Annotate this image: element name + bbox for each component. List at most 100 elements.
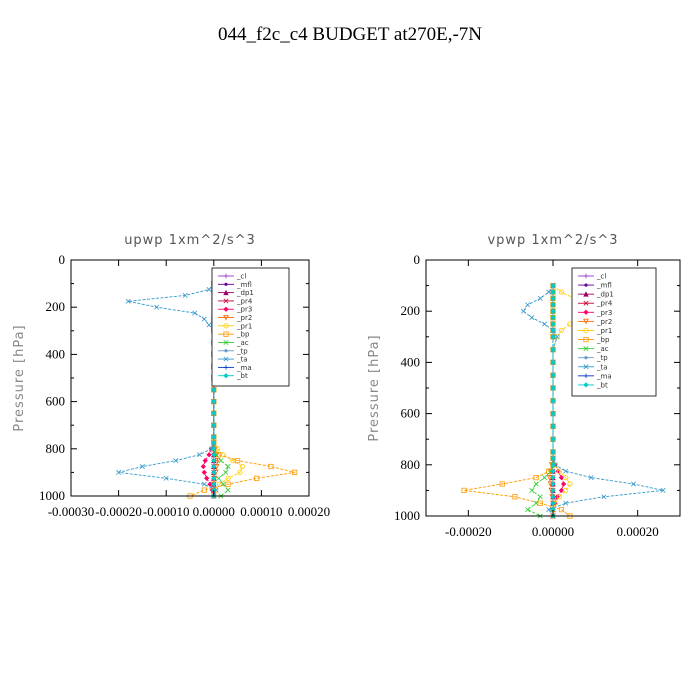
point-ta	[660, 487, 666, 493]
legend-marker	[223, 314, 229, 321]
legend-marker	[583, 336, 589, 343]
legend-marker	[583, 364, 589, 370]
point-bt	[550, 321, 556, 327]
point-ta	[529, 315, 535, 321]
panel-vpwp: vpwp 1xm^2/s^3 Pressure [hPa] 0 200 400 600 80…	[367, 233, 681, 539]
point-pr1	[556, 494, 562, 500]
point-bp	[558, 506, 565, 513]
legend-marker	[224, 349, 228, 353]
legend-marker	[583, 327, 589, 334]
legend-label: _ac	[596, 345, 609, 353]
point-pr1	[567, 321, 573, 327]
legend-label: _pr4	[596, 300, 613, 308]
point-ta	[201, 316, 207, 322]
point-bt	[550, 359, 556, 366]
y-tick-label: 400	[46, 346, 66, 361]
point-ta	[206, 322, 212, 328]
x-tick-label: -0.00020	[445, 524, 492, 539]
point-ac	[525, 507, 531, 513]
point-bt	[550, 385, 556, 391]
legend-marker	[583, 346, 589, 352]
point-ac	[216, 475, 222, 481]
series-line-ac	[213, 283, 229, 497]
legend-label: _bp	[596, 336, 610, 344]
legend-marker	[583, 273, 589, 279]
x-tick-label: -0.00010	[143, 504, 190, 519]
point-bp	[537, 500, 543, 506]
point-bt	[550, 410, 556, 417]
legend-label: _dp1	[596, 291, 614, 299]
point-bt	[550, 282, 556, 289]
point-ta	[197, 452, 203, 458]
point-ac	[223, 469, 229, 475]
point-ta	[206, 287, 212, 292]
point-bt	[550, 346, 556, 353]
legend-label: _tp	[236, 347, 248, 355]
legend-label: _cl	[236, 273, 246, 281]
legend-label: _ma	[236, 364, 252, 372]
point-ta	[546, 507, 552, 513]
y-tick-label: 600	[401, 406, 421, 421]
point-ta	[520, 308, 526, 314]
legend-marker	[583, 318, 589, 325]
point-bt	[550, 436, 556, 442]
point-ta	[116, 469, 122, 475]
point-bt	[211, 410, 217, 417]
point-pr3	[560, 481, 567, 487]
point-bt	[211, 434, 217, 440]
point-bt	[550, 462, 556, 468]
x-tick-label: -0.00020	[95, 504, 142, 519]
legend-label: _pr4	[236, 297, 253, 305]
figure-title: 044_f2c_c4 BUDGET at270E,-7N	[218, 24, 482, 45]
point-bt	[550, 308, 556, 314]
x-tick-label: -0.00030	[48, 504, 95, 519]
point-bp	[461, 487, 467, 494]
point-bt	[211, 440, 217, 446]
point-ac	[533, 500, 539, 506]
legend-label: _pr1	[236, 322, 252, 330]
legend-label: _bp	[236, 331, 250, 339]
legend-marker	[583, 309, 589, 315]
point-ac	[529, 487, 535, 493]
point-bt	[211, 452, 217, 458]
legend-label: _ta	[596, 363, 608, 371]
y-tick-label: 400	[401, 354, 421, 369]
y-tick-label: 600	[46, 394, 66, 409]
point-ta	[546, 289, 552, 295]
point-bt	[550, 468, 556, 474]
point-bt	[550, 494, 556, 500]
point-ta	[588, 475, 594, 481]
point-bt	[550, 289, 556, 295]
x-tick-label: 0.00000	[193, 504, 235, 519]
legend-label: _bt	[596, 381, 608, 389]
point-bt	[550, 372, 556, 378]
legend-marker	[223, 306, 229, 312]
point-bt	[211, 457, 217, 464]
legend-label: _pr3	[236, 306, 252, 314]
point-ta	[201, 481, 207, 487]
point-pr1	[239, 463, 245, 470]
point-bt	[550, 423, 556, 430]
legend-marker	[223, 323, 229, 329]
point-pr3	[204, 475, 210, 481]
point-bt	[550, 314, 556, 321]
y-tick-label: 800	[46, 441, 66, 456]
legend-label: _cl	[596, 273, 606, 281]
point-bt	[550, 487, 556, 494]
x-tick-label: 0.00000	[532, 524, 574, 539]
point-bt	[550, 295, 556, 302]
y-tick-label: 1000	[394, 508, 420, 523]
point-bp	[225, 481, 231, 487]
point-bt	[550, 500, 556, 506]
point-bt	[211, 387, 217, 393]
point-ac	[542, 475, 548, 481]
legend-label: _mfl	[236, 281, 252, 289]
series-group	[461, 282, 666, 520]
panel-title: upwp 1xm^2/s^3	[124, 233, 256, 248]
point-ta	[525, 302, 531, 308]
panel-title: vpwp 1xm^2/s^3	[487, 233, 618, 248]
point-ta	[554, 334, 560, 340]
point-pr3	[200, 463, 206, 470]
legend-marker	[583, 291, 589, 297]
